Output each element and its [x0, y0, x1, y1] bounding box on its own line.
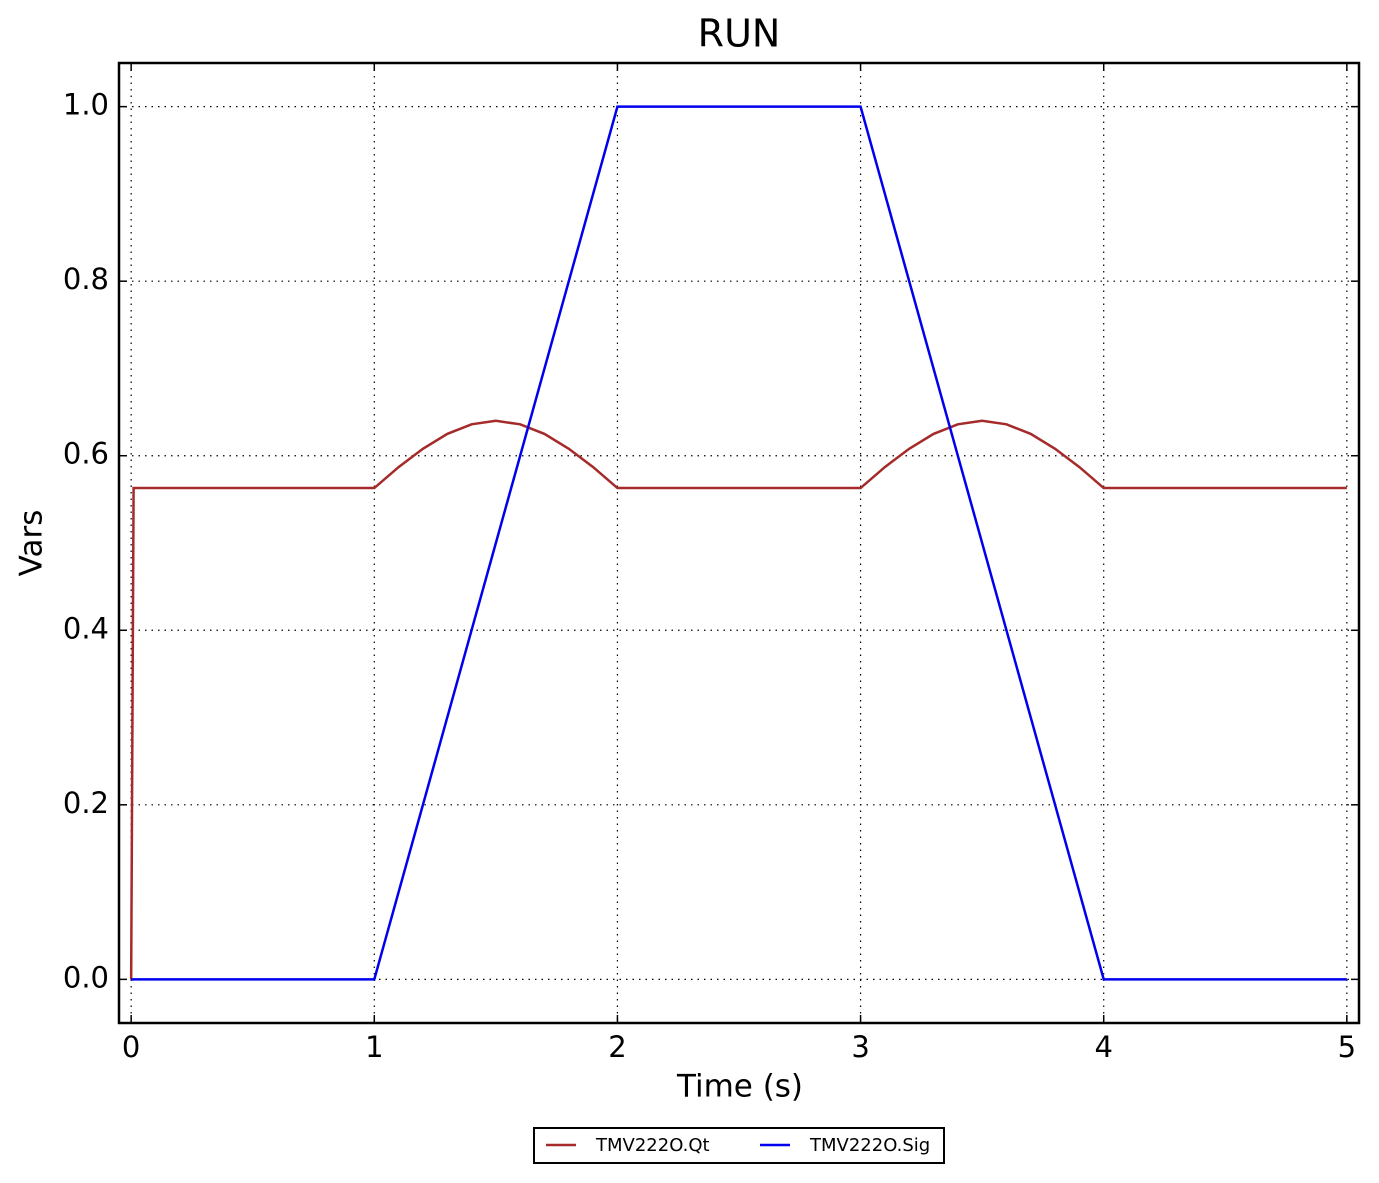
y-tick-label: 0.8 — [63, 262, 109, 296]
x-tick-label: 0 — [122, 1030, 140, 1064]
x-tick-label: 3 — [851, 1030, 869, 1064]
plot-frame — [117, 61, 1361, 1025]
y-tick-label: 1.0 — [63, 88, 109, 122]
chart-title: RUN — [698, 12, 781, 56]
x-tick-label: 4 — [1094, 1030, 1112, 1064]
x-tick-label: 2 — [608, 1030, 626, 1064]
y-axis-label: Vars — [14, 510, 50, 577]
legend-label: TMV222O.Qt — [595, 1135, 710, 1156]
series-line — [131, 105, 1347, 981]
x-axis-label: Time (s) — [676, 1069, 803, 1105]
y-tick-label: 0.2 — [63, 786, 109, 820]
y-tick-label: 0.6 — [63, 437, 109, 471]
legend-label: TMV222O.Sig — [809, 1135, 930, 1156]
x-tick-label: 1 — [365, 1030, 383, 1064]
x-tick-label: 5 — [1338, 1030, 1356, 1064]
y-tick-label: 0.0 — [63, 960, 109, 994]
series-line — [129, 419, 1347, 980]
y-tick-label: 0.4 — [63, 611, 109, 645]
legend-box — [533, 1127, 945, 1164]
